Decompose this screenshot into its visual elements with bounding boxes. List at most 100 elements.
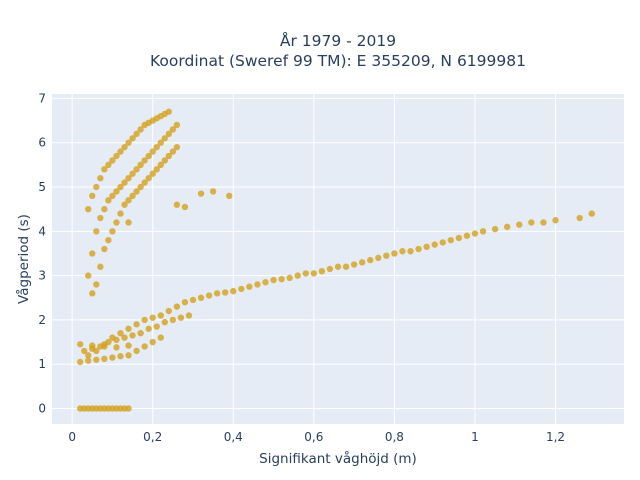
data-point <box>310 270 318 277</box>
data-point <box>367 256 374 264</box>
data-point <box>125 325 132 332</box>
data-point <box>318 267 326 275</box>
data-point <box>149 170 156 177</box>
data-point <box>101 245 108 253</box>
data-point <box>431 241 438 248</box>
data-point <box>197 294 205 301</box>
data-point <box>399 248 406 255</box>
data-point <box>113 152 120 160</box>
data-point <box>423 243 430 251</box>
data-point <box>113 188 120 195</box>
data-point <box>137 329 144 337</box>
data-point <box>133 188 140 195</box>
data-point <box>109 354 116 361</box>
data-point <box>85 357 92 364</box>
data-point <box>93 183 100 191</box>
data-point <box>121 334 128 341</box>
data-point <box>165 130 173 138</box>
y-tick-label: 5 <box>38 180 46 194</box>
data-point <box>262 279 269 286</box>
data-point <box>181 203 189 211</box>
data-point <box>125 197 132 204</box>
x-axis-title: Signifikant våghöjd (m) <box>259 450 417 467</box>
y-axis-ticks: 0 1 2 3 4 5 6 7 <box>38 91 46 415</box>
data-point <box>125 139 132 146</box>
data-point <box>141 157 148 164</box>
chart-title-line-2: Koordinat (Sweref 99 TM): E 355209, N 61… <box>150 52 526 70</box>
data-point <box>137 183 144 191</box>
data-point <box>552 217 559 224</box>
data-point <box>213 290 221 297</box>
data-point <box>76 341 84 348</box>
data-point <box>85 272 92 279</box>
y-axis-title: Vågperiod (s) <box>15 214 32 304</box>
data-point <box>93 347 100 355</box>
data-point <box>161 157 168 164</box>
data-point <box>439 239 446 246</box>
data-point <box>165 152 173 160</box>
data-point <box>105 197 112 204</box>
x-tick-label: 1 <box>471 430 479 444</box>
data-point <box>169 316 177 324</box>
x-tick-label: 0,2 <box>143 430 162 444</box>
data-point <box>137 161 144 169</box>
data-point <box>189 296 197 304</box>
data-point <box>133 347 140 355</box>
data-point <box>133 166 140 173</box>
data-point <box>471 230 479 237</box>
data-point <box>491 225 499 233</box>
data-point <box>209 188 217 195</box>
data-point <box>326 265 334 273</box>
data-point <box>109 334 116 341</box>
data-point <box>415 245 422 253</box>
data-point <box>101 205 108 213</box>
data-point <box>278 275 285 283</box>
data-point <box>455 234 463 242</box>
y-tick-label: 2 <box>38 313 46 327</box>
data-point <box>254 281 261 288</box>
data-point <box>109 228 116 235</box>
x-tick-label: 1,2 <box>546 430 565 444</box>
data-point <box>137 126 144 133</box>
data-point <box>238 285 245 293</box>
data-point <box>97 214 104 222</box>
data-point <box>540 219 547 226</box>
data-point <box>129 170 136 177</box>
data-point <box>226 192 233 200</box>
data-point <box>117 210 124 217</box>
data-point <box>270 276 277 284</box>
data-point <box>145 152 152 160</box>
data-point <box>113 344 120 351</box>
data-point <box>89 250 96 257</box>
grid-lines <box>52 94 624 424</box>
data-point <box>141 316 148 324</box>
data-point <box>93 228 100 235</box>
data-point <box>157 161 164 169</box>
data-point <box>89 192 96 200</box>
data-point <box>334 263 342 270</box>
data-point <box>181 298 189 306</box>
data-point <box>447 236 454 244</box>
data-point <box>375 254 382 262</box>
data-point <box>165 108 173 115</box>
data-point <box>157 312 164 319</box>
data-point <box>173 121 181 129</box>
data-point <box>528 219 535 226</box>
x-axis-ticks: 0 0,2 0,4 0,6 0,8 1 1,2 <box>68 430 565 444</box>
data-point <box>117 329 124 337</box>
data-point <box>121 143 128 151</box>
data-point <box>125 352 132 359</box>
data-point <box>97 174 104 182</box>
data-point <box>97 263 104 270</box>
data-point <box>149 314 156 321</box>
data-point <box>121 201 128 208</box>
data-point <box>294 272 301 279</box>
data-point <box>125 174 132 182</box>
y-tick-label: 7 <box>38 91 46 105</box>
data-point <box>93 356 100 363</box>
y-tick-label: 4 <box>38 224 46 238</box>
data-point <box>161 318 168 326</box>
data-points <box>76 108 595 412</box>
data-point <box>129 332 136 339</box>
